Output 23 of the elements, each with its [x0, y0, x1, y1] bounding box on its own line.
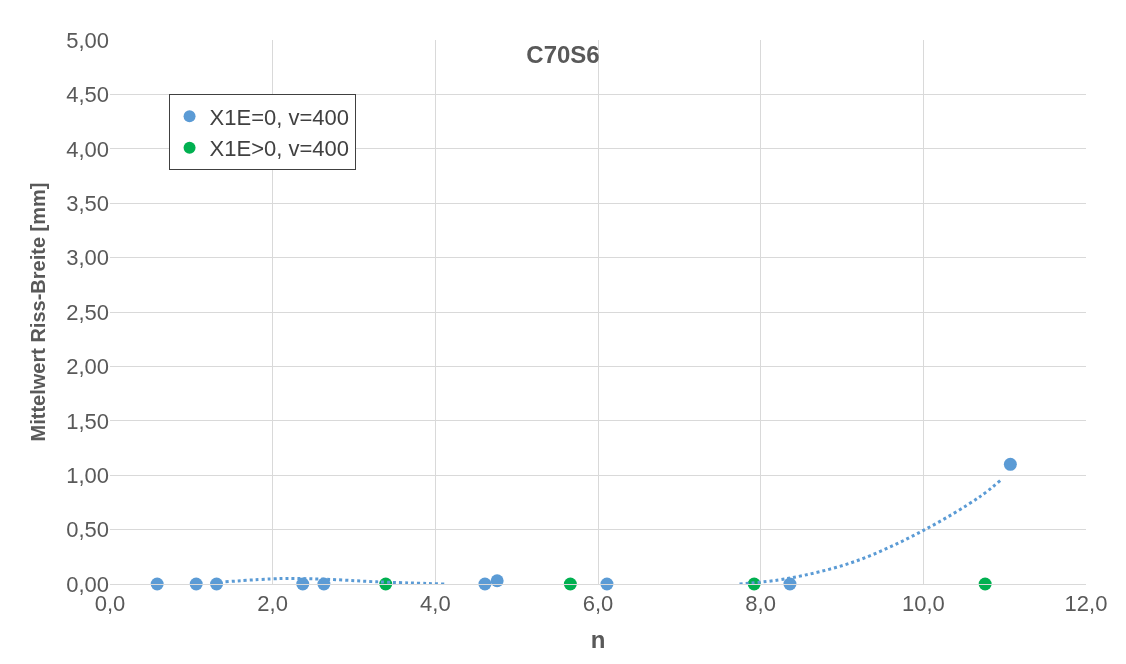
y-tick-label: 1,50 — [66, 408, 109, 434]
x-tick-label: 2,0 — [257, 591, 288, 617]
point — [490, 574, 504, 588]
legend-label: X1E>0, v=400 — [209, 136, 350, 162]
legend-label: X1E=0, v=400 — [209, 104, 350, 130]
y-tick-label: 3,00 — [66, 245, 109, 271]
y-tick-label: 0,50 — [66, 517, 109, 543]
y-tick-label: 2,50 — [66, 299, 109, 325]
point — [1003, 457, 1017, 471]
chart-title: C70S6 — [526, 41, 600, 69]
x-tick-label: 4,0 — [420, 591, 451, 617]
y-axis-title: Mittelwert Riss-Breite [mm] — [26, 182, 49, 442]
y-tick-label: 2,00 — [66, 354, 109, 380]
y-tick-label: 1,00 — [66, 462, 109, 488]
y-tick-label: 4,50 — [66, 82, 109, 108]
y-tick-label: 5,00 — [66, 27, 109, 53]
x-tick-label: 10,0 — [901, 591, 945, 617]
y-tick-label: 3,50 — [66, 190, 109, 216]
x-tick-label: 12,0 — [1064, 591, 1108, 617]
x-axis-title: n — [590, 625, 606, 653]
y-tick-label: 4,00 — [66, 136, 109, 162]
x-tick-label: 8,0 — [745, 591, 776, 617]
x-tick-label: 6,0 — [582, 591, 614, 617]
